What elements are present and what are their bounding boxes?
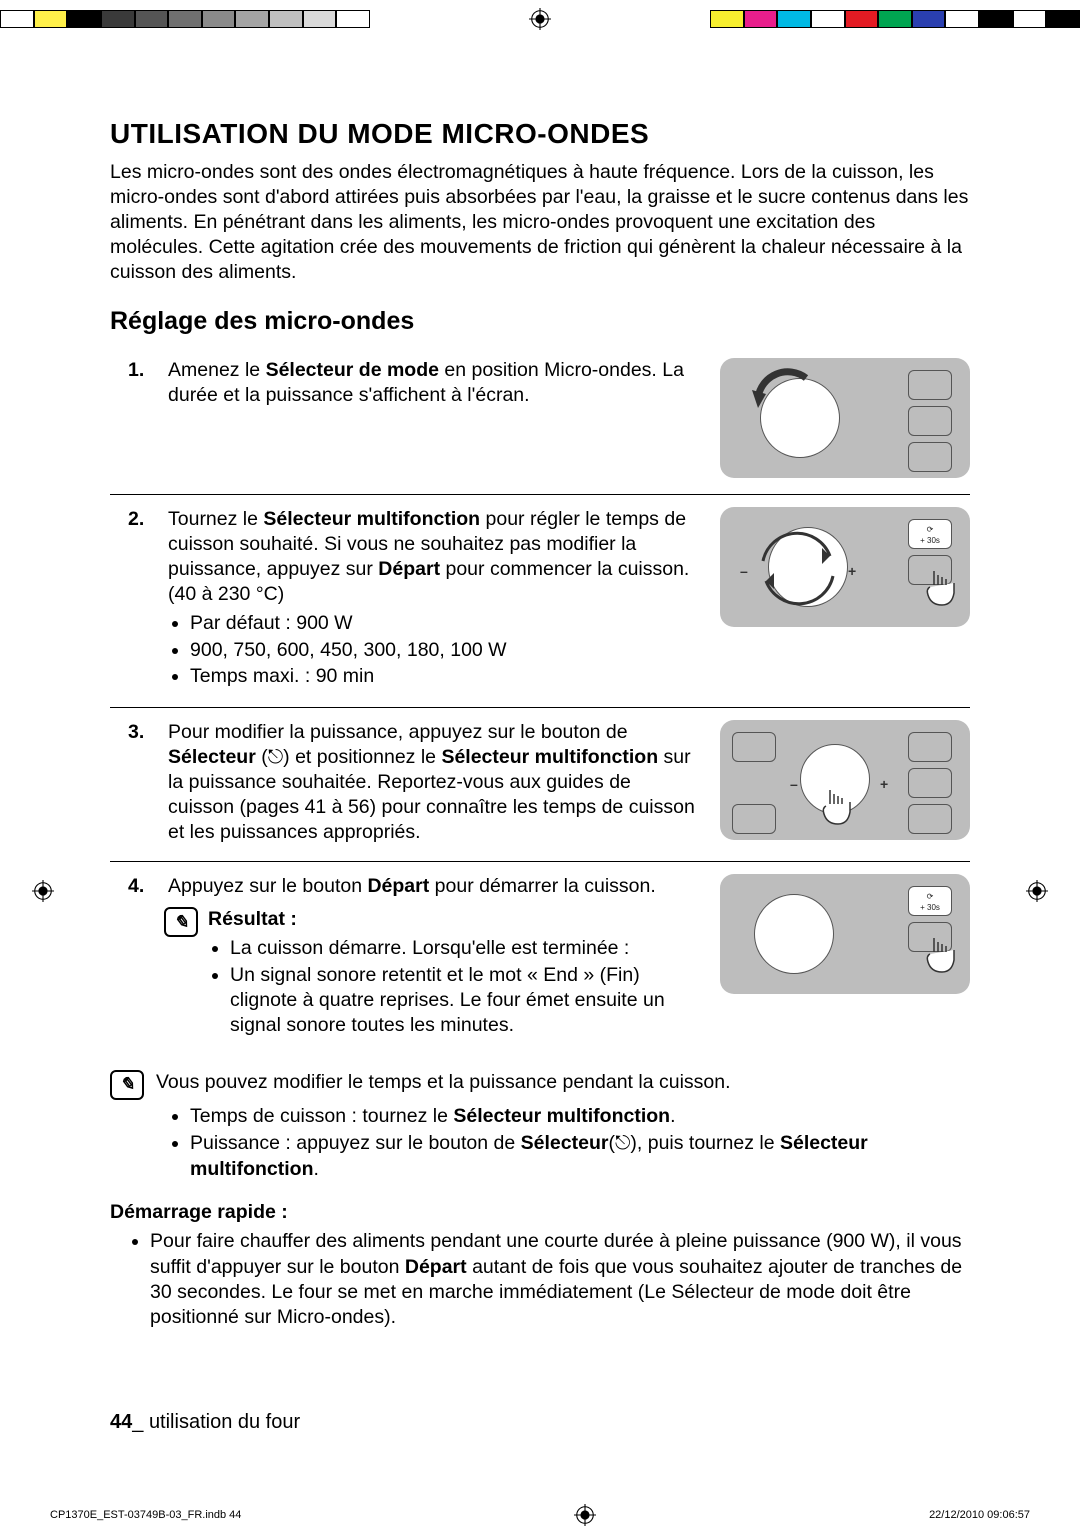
list-item: Puissance : appuyez sur le bouton de Sél… (190, 1131, 970, 1182)
hand-press-icon (922, 934, 956, 974)
list-item: 900, 750, 600, 450, 300, 180, 100 W (190, 638, 702, 663)
rotate-arrows-icon (748, 521, 848, 613)
step-1: 1. Amenez le Sélecteur de mode en positi… (110, 346, 970, 494)
figure-start-button: ⟳+ 30s (720, 874, 970, 994)
subsection-title: Réglage des micro-ondes (110, 307, 970, 336)
section-title: UTILISATION DU MODE MICRO-ONDES (110, 118, 970, 150)
note-text: Vous pouvez modifier le temps et la puis… (156, 1070, 731, 1100)
list-item: Temps de cuisson : tournez le Sélecteur … (190, 1104, 970, 1129)
page-number: 44 (110, 1411, 132, 1433)
note-bullets: Temps de cuisson : tournez le Sélecteur … (168, 1104, 970, 1182)
document-page: UTILISATION DU MODE MICRO-ONDES Les micr… (0, 28, 1080, 1474)
step-text: Tournez le Sélecteur multifonction pour … (168, 508, 689, 605)
step-4: 4. Appuyez sur le bouton Départ pour dém… (110, 861, 970, 1056)
quick-start-section: Démarrage rapide : Pour faire chauffer d… (110, 1200, 970, 1331)
step-number: 1. (128, 358, 144, 383)
modify-during-cooking-note: ✎ Vous pouvez modifier le temps et la pu… (110, 1070, 970, 1182)
registration-mark-left-icon (32, 880, 54, 902)
print-file-path: CP1370E_EST-03749B-03_FR.indb 44 (50, 1509, 241, 1521)
print-color-bar (0, 10, 1080, 28)
quick-start-heading: Démarrage rapide : (110, 1200, 970, 1225)
hand-press-icon (922, 567, 956, 607)
list-item: Un signal sonore retentit et le mot « En… (230, 963, 702, 1038)
step-2-bullets: Par défaut : 900 W 900, 750, 600, 450, 3… (168, 611, 702, 690)
footer-label: utilisation du four (149, 1411, 300, 1433)
list-item: La cuisson démarre. Lorsqu'elle est term… (230, 936, 702, 961)
step-text: Pour modifier la puissance, appuyez sur … (168, 721, 695, 843)
selector-glyph-icon: ⎋ (268, 746, 283, 768)
result-label: Résultat : (208, 908, 297, 930)
step-number: 2. (128, 507, 144, 532)
registration-mark-right-icon (1026, 880, 1048, 902)
list-item: Temps maxi. : 90 min (190, 664, 702, 689)
list-item: Par défaut : 900 W (190, 611, 702, 636)
registration-mark-icon (529, 8, 551, 30)
step-2: 2. Tournez le Sélecteur multifonction po… (110, 494, 970, 708)
step-text: Amenez le Sélecteur de mode en position … (168, 359, 684, 406)
list-item: Pour faire chauffer des aliments pendant… (150, 1229, 970, 1330)
figure-multi-selector: –+ ⟳+ 30s (720, 507, 970, 627)
turn-arrow-icon (748, 368, 818, 418)
hand-press-icon (818, 786, 852, 826)
print-metadata-footer: CP1370E_EST-03749B-03_FR.indb 44 22/12/2… (0, 1474, 1080, 1538)
figure-power-selector: –+ (720, 720, 970, 840)
note-icon: ✎ (164, 907, 198, 937)
step-number: 4. (128, 874, 144, 899)
figure-mode-selector (720, 358, 970, 478)
intro-paragraph: Les micro-ondes sont des ondes électroma… (110, 160, 970, 285)
print-timestamp: 22/12/2010 09:06:57 (929, 1509, 1030, 1521)
registration-mark-icon (574, 1504, 596, 1526)
note-icon: ✎ (110, 1070, 144, 1100)
step-text: Appuyez sur le bouton Départ pour démarr… (168, 875, 656, 897)
page-footer: 44_ utilisation du four (110, 1411, 970, 1434)
selector-glyph-icon: ⎋ (615, 1132, 630, 1154)
step-number: 3. (128, 720, 144, 745)
step-3: 3. Pour modifier la puissance, appuyez s… (110, 707, 970, 861)
result-bullets: La cuisson démarre. Lorsqu'elle est term… (208, 936, 702, 1038)
